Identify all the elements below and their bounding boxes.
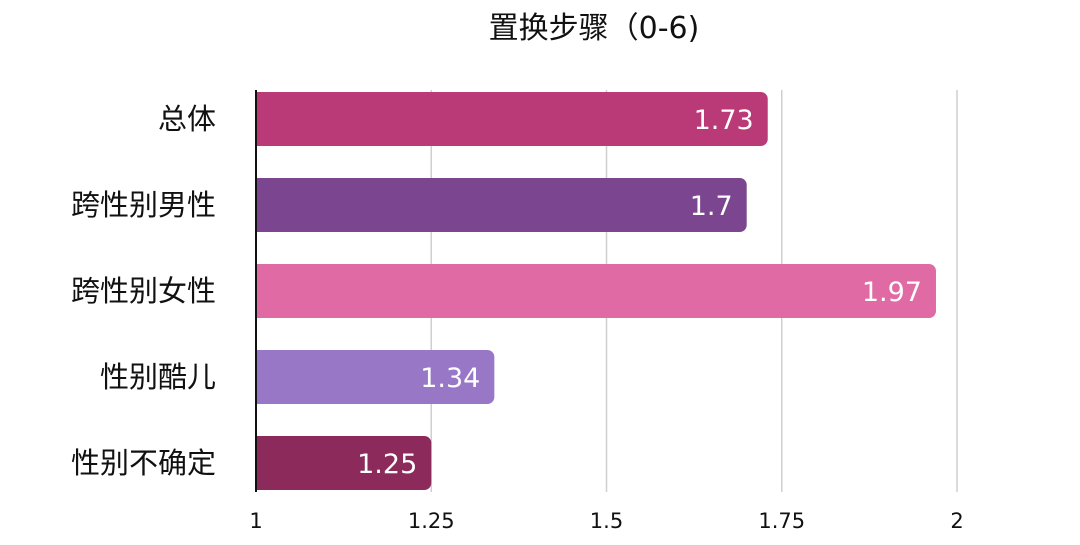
bars [256,92,936,490]
value-labels: 1.73 1.7 1.97 1.34 1.25 [357,105,922,480]
bar [256,264,936,318]
x-tick-label: 2 [950,509,963,533]
bar [256,92,768,146]
bar-left-edge [256,264,266,318]
bar-left-edge [256,350,266,404]
bar [256,436,432,490]
x-tick-label: 1 [249,509,262,533]
bar-left-edge [256,436,266,490]
x-tick-label: 1.5 [590,509,623,533]
category-label: 跨性别女性 [71,274,216,308]
bar-left-edge [256,178,266,232]
category-label: 性别不确定 [71,446,216,480]
x-axis-ticks: 1 1.25 1.5 1.75 2 [249,509,963,533]
x-tick-label: 1.75 [758,509,805,533]
chart-title: 置换步骤（0-6) [489,11,700,46]
bar-value-label: 1.25 [357,449,417,480]
bar-value-label: 1.34 [420,363,480,394]
category-label: 跨性别男性 [71,188,216,222]
bar-value-label: 1.73 [694,105,754,136]
category-label: 性别酷儿 [100,360,216,394]
bar-value-label: 1.7 [690,191,733,222]
category-label: 总体 [158,102,216,136]
bar-value-label: 1.97 [862,277,922,308]
bar [256,350,495,404]
x-tick-label: 1.25 [408,509,455,533]
bar-left-edge [256,92,266,146]
bar [256,178,747,232]
